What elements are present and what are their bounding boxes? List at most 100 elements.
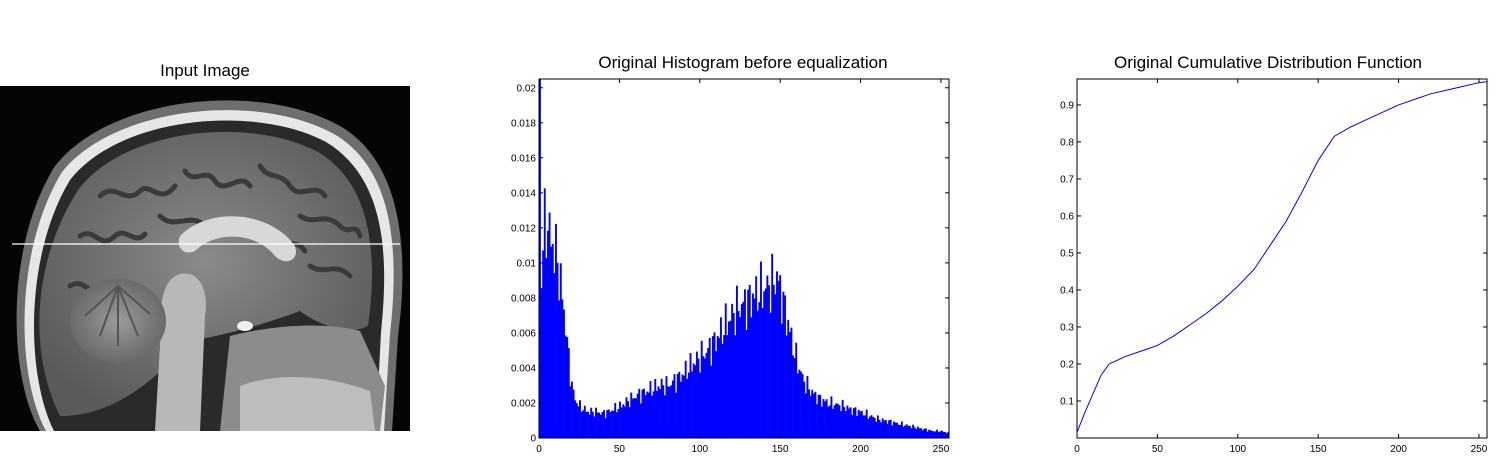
histogram-bar: [939, 431, 942, 438]
histogram-bar: [833, 405, 836, 438]
histogram-bar: [892, 421, 895, 438]
histogram-bar: [734, 335, 737, 438]
histogram-bar: [694, 365, 697, 438]
histogram-bar: [809, 395, 812, 438]
histogram-bar: [652, 391, 655, 438]
histogram-bar: [864, 415, 867, 438]
histogram-bar: [638, 388, 641, 438]
histogram-bar: [675, 392, 678, 438]
y-tick-label: 0.8: [1060, 137, 1074, 148]
histogram-bar: [716, 336, 719, 438]
histogram-title: Original Histogram before equalization: [598, 53, 888, 72]
histogram-bar: [735, 285, 738, 438]
histogram-bar: [801, 373, 804, 438]
histogram-bar: [913, 427, 916, 438]
y-tick-label: 0: [530, 434, 536, 445]
histogram-bar: [582, 410, 585, 438]
x-tick-label: 0: [1074, 444, 1080, 455]
histogram-bar: [540, 288, 543, 438]
histogram-bar: [843, 407, 846, 438]
histogram-bar: [567, 348, 570, 438]
histogram-bar: [808, 389, 810, 438]
histogram-bar: [667, 386, 670, 438]
histogram-bar: [876, 415, 879, 438]
x-tick-label: 100: [1229, 444, 1246, 455]
histogram-bar: [923, 428, 926, 438]
histogram-bar: [649, 381, 652, 438]
histogram-bar: [651, 395, 654, 438]
histogram-bar: [643, 388, 646, 438]
cdf-line: [1076, 81, 1488, 433]
histogram-bar: [559, 263, 562, 438]
x-tick-label: 250: [933, 444, 950, 455]
histogram-bar: [617, 409, 620, 438]
histogram-bar: [828, 405, 831, 438]
histogram-bar: [824, 401, 826, 438]
histogram-bar: [564, 335, 567, 438]
histogram-bar: [729, 320, 732, 438]
histogram-bar: [841, 399, 844, 438]
histogram-bar: [868, 416, 871, 438]
histogram-bar: [838, 405, 841, 438]
histogram-bar: [827, 406, 830, 438]
histogram-bar: [798, 369, 801, 438]
y-tick-label: 0.4: [1060, 285, 1074, 296]
histogram-bar: [745, 330, 748, 438]
histogram-bar: [878, 419, 881, 438]
histogram-bar: [550, 246, 553, 438]
histogram-bar: [769, 312, 772, 438]
histogram-bar: [748, 284, 751, 438]
x-tick-label: 0: [536, 444, 542, 455]
histogram-bar: [595, 407, 597, 438]
histogram-bar: [852, 408, 855, 438]
histogram-bar: [700, 340, 703, 438]
cdf-axes-frame: [1076, 78, 1488, 439]
histogram-bar: [587, 411, 589, 438]
histogram-bar: [604, 418, 607, 438]
histogram-bar: [902, 426, 905, 438]
y-tick-label: 0.012: [511, 223, 536, 234]
histogram-bar: [555, 223, 557, 438]
histogram-bar: [633, 398, 636, 438]
histogram-bar: [836, 403, 839, 438]
histogram-bar: [884, 419, 887, 438]
histogram-bar: [705, 352, 708, 438]
histogram-bar: [944, 432, 947, 438]
histogram-bar: [683, 375, 686, 438]
histogram-bar: [835, 403, 838, 438]
histogram-bar: [840, 411, 842, 438]
histogram-bar: [788, 332, 791, 438]
histogram-bar: [631, 398, 634, 438]
histogram-bar: [918, 428, 921, 438]
histogram-bar: [947, 431, 950, 438]
histogram-bar: [915, 429, 918, 438]
histogram-bar: [848, 408, 851, 438]
histogram-bar: [579, 400, 581, 438]
histogram-bar: [771, 253, 774, 438]
histogram-bar: [873, 417, 876, 438]
histogram-bar: [695, 351, 698, 438]
histogram-bar: [945, 433, 948, 438]
histogram-bar: [854, 407, 857, 438]
histogram-bar: [708, 337, 711, 438]
histogram-bar: [663, 395, 666, 438]
y-tick-label: 0.2: [1060, 359, 1074, 370]
histogram-bar: [764, 288, 767, 438]
histogram-bar: [819, 394, 822, 438]
histogram-bar: [875, 421, 878, 438]
histogram-bar: [639, 403, 642, 438]
histogram-bar: [739, 316, 742, 438]
histogram-bar: [611, 410, 613, 438]
histogram-bar: [844, 411, 847, 438]
histogram-bar: [849, 407, 852, 438]
histogram-bar: [588, 414, 591, 438]
histogram-bar: [803, 381, 806, 438]
histogram-bar: [772, 284, 775, 438]
x-tick-label: 250: [1471, 444, 1488, 455]
histogram-bar: [822, 399, 825, 438]
y-tick-label: 0.016: [511, 153, 536, 164]
cdf-title: Original Cumulative Distribution Functio…: [1113, 53, 1423, 72]
histogram-bar: [699, 372, 702, 438]
histogram-bar: [753, 298, 756, 438]
histogram-bar: [703, 358, 706, 438]
